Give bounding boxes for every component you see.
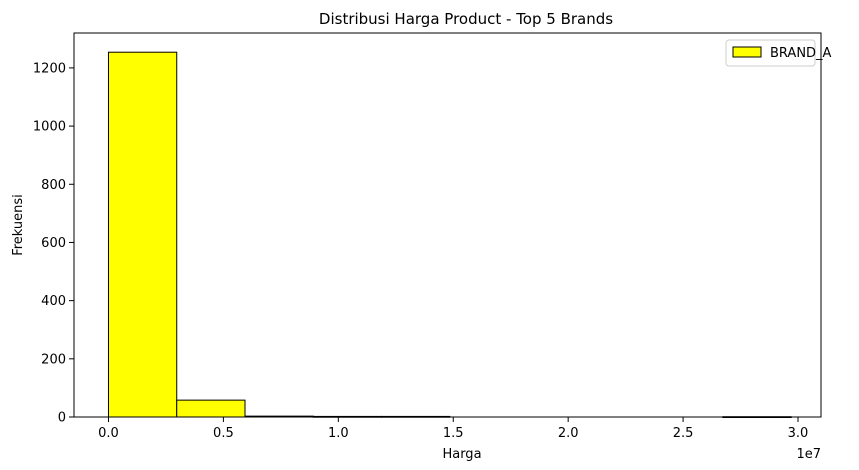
plot-frame — [73, 32, 822, 418]
histogram-bar — [107, 51, 178, 418]
chart-title: Distribusi Harga Product - Top 5 Brands — [319, 10, 613, 28]
x-tick-label: 3.0 — [788, 426, 809, 441]
y-tick-label: 600 — [41, 236, 66, 251]
y-axis-label: Frekuensi — [11, 194, 26, 256]
y-axis-ticks: 0 200 400 600 800 1000 1200 — [33, 61, 74, 426]
x-tick-label: 0.5 — [213, 426, 234, 441]
legend-label: BRAND_A — [770, 46, 832, 61]
y-tick-label: 800 — [41, 178, 66, 193]
legend: BRAND_A — [725, 39, 832, 67]
y-tick-label: 0 — [58, 411, 66, 426]
y-tick-label: 200 — [41, 352, 66, 367]
histogram-bar — [176, 399, 246, 418]
x-axis-label: Harga — [442, 447, 481, 462]
x-tick-label: 1.5 — [443, 426, 464, 441]
bars-group — [107, 51, 792, 419]
x-offset-text: 1e7 — [796, 447, 821, 462]
x-tick-label: 2.5 — [673, 426, 694, 441]
y-tick-label: 400 — [41, 294, 66, 309]
x-tick-label: 1.0 — [328, 426, 349, 441]
y-tick-label: 1000 — [33, 120, 66, 135]
x-axis-ticks: 0.0 0.5 1.0 1.5 2.0 2.5 3.0 — [98, 417, 808, 441]
x-tick-label: 0.0 — [98, 426, 119, 441]
x-tick-label: 2.0 — [558, 426, 579, 441]
legend-swatch — [732, 46, 762, 58]
y-tick-label: 1200 — [33, 61, 66, 76]
